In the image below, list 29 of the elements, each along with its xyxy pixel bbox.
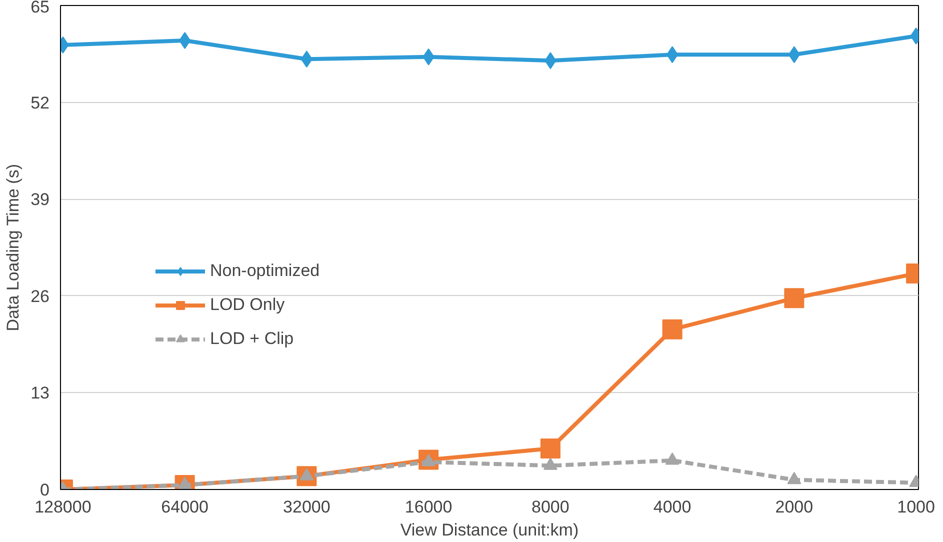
x-tick-label: 64000	[161, 498, 208, 516]
x-tick-label: 128000	[34, 498, 92, 516]
legend-label: Non-optimized	[210, 261, 320, 281]
y-tick-label: 0	[40, 480, 50, 500]
x-axis-title: View Distance (unit:km)	[400, 520, 579, 540]
point	[300, 50, 313, 68]
x-tick-label: 2000	[775, 498, 814, 516]
point	[787, 472, 802, 484]
point	[178, 32, 191, 49]
y-tick-label: 52	[30, 93, 50, 112]
point	[666, 46, 678, 64]
y-tick-label: 26	[30, 286, 50, 306]
x-tick-label: 4000	[653, 498, 692, 516]
point	[665, 452, 680, 465]
x-tick-label: 16000	[404, 498, 452, 516]
legend-label: LOD Only	[210, 295, 285, 315]
x-tick-label: 1000	[897, 498, 935, 516]
point	[662, 319, 682, 340]
point	[788, 46, 800, 64]
x-tick-label: 32000	[283, 498, 330, 516]
point	[784, 288, 804, 308]
y-tick-label: 13	[30, 384, 50, 403]
y-tick-label: 65	[30, 0, 50, 16]
y-axis-title: Data Loading Time (s)	[4, 164, 23, 332]
x-tick-label: 8000	[532, 498, 570, 516]
legend-label: LOD + Clip	[210, 329, 294, 349]
point	[543, 458, 558, 470]
y-tick-label: 39	[30, 190, 50, 210]
point	[178, 477, 192, 490]
